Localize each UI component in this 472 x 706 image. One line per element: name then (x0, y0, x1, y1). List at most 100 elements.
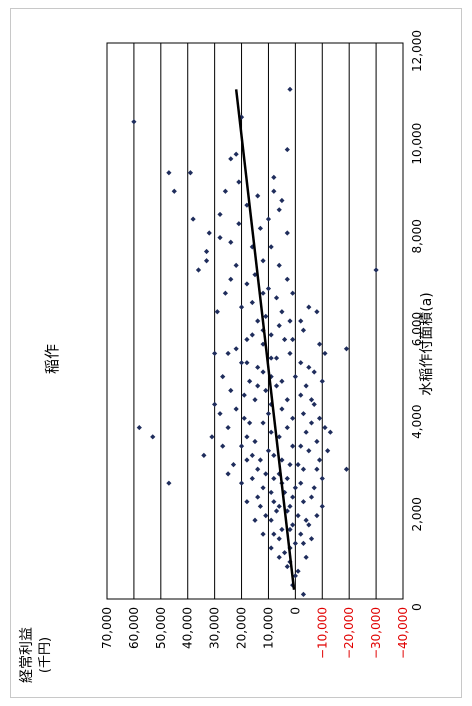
data-point (273, 355, 280, 361)
y-tick-label: −20,000 (342, 607, 356, 659)
data-point (316, 415, 323, 421)
data-point (284, 146, 290, 153)
data-point (306, 304, 312, 310)
data-point (292, 540, 298, 546)
data-point (257, 225, 263, 231)
data-point (271, 174, 277, 180)
data-point (228, 239, 234, 245)
data-point (306, 448, 312, 454)
data-point (300, 540, 307, 546)
data-point (287, 462, 293, 468)
data-point (255, 364, 261, 370)
data-point (255, 383, 261, 389)
data-point (271, 475, 277, 482)
data-point (276, 503, 282, 509)
data-point (209, 434, 215, 440)
data-point (290, 290, 296, 296)
data-point (260, 531, 266, 537)
data-point (241, 415, 247, 421)
data-point (244, 457, 250, 463)
data-point (284, 276, 290, 282)
data-point (214, 309, 220, 315)
data-point (263, 513, 269, 519)
y-axis-label-line2: (千円) (38, 637, 53, 673)
data-point (308, 536, 315, 542)
data-point (298, 531, 304, 537)
data-point (252, 397, 258, 403)
data-point (236, 179, 242, 185)
x-tick-label: 4,000 (410, 404, 424, 438)
data-point (233, 151, 239, 157)
data-point (279, 309, 285, 315)
data-point (166, 480, 172, 486)
plot-area-border (106, 42, 404, 600)
data-point (257, 503, 263, 509)
data-point (260, 420, 266, 426)
data-point (260, 290, 266, 296)
data-point (255, 466, 261, 472)
data-point (271, 188, 277, 194)
data-point (228, 156, 234, 162)
y-axis-label-line1: 経常利益 (19, 627, 35, 683)
data-point (295, 568, 301, 574)
data-point (290, 522, 296, 528)
data-point (290, 443, 296, 449)
data-point (316, 341, 323, 347)
data-point (268, 355, 274, 361)
x-tick-label: 8,000 (410, 219, 424, 253)
data-point (311, 401, 317, 407)
data-point (217, 411, 223, 417)
y-tick-label: 50,000 (154, 607, 168, 649)
data-point (303, 554, 309, 560)
y-tick-label: 30,000 (208, 607, 222, 649)
data-point (249, 299, 255, 306)
data-point (300, 411, 307, 417)
data-point (225, 350, 231, 357)
data-point (303, 429, 309, 435)
data-point (220, 374, 226, 380)
data-point (303, 383, 309, 389)
data-point (319, 378, 325, 384)
data-point (220, 443, 226, 449)
data-point (284, 397, 290, 403)
x-tick-label: 6,000 (410, 312, 424, 346)
data-point (276, 554, 282, 560)
data-point (260, 485, 266, 491)
data-point (263, 471, 269, 477)
data-point (284, 475, 290, 482)
data-point (322, 424, 328, 431)
data-point (225, 424, 231, 431)
data-point (276, 434, 282, 440)
data-point (244, 360, 250, 366)
data-point (276, 536, 282, 542)
data-point (279, 406, 285, 412)
data-point (228, 387, 234, 394)
data-point (131, 119, 137, 125)
data-point (228, 276, 234, 282)
data-point (187, 170, 194, 176)
data-point (201, 452, 207, 458)
data-point (166, 170, 172, 176)
data-point (136, 424, 142, 431)
data-point (306, 522, 312, 528)
data-point (295, 513, 301, 519)
data-point (150, 434, 156, 440)
data-point (255, 318, 261, 324)
data-point (265, 448, 272, 454)
data-point (316, 457, 323, 463)
data-point (298, 360, 304, 366)
data-point (247, 420, 253, 426)
data-point (373, 267, 379, 273)
data-point (308, 494, 315, 500)
data-point (300, 327, 307, 333)
data-point (303, 517, 309, 523)
scatter-chart: 70,000 60,000 50,000 40,000 30,000 20,000 10,0… (19, 30, 435, 683)
trendline (234, 89, 296, 590)
data-point (308, 397, 315, 403)
data-point (252, 438, 258, 445)
data-point (282, 489, 288, 496)
data-point (244, 499, 250, 505)
data-point (249, 475, 255, 482)
x-tick-label: 12,000 (410, 30, 424, 72)
data-point (244, 281, 250, 287)
